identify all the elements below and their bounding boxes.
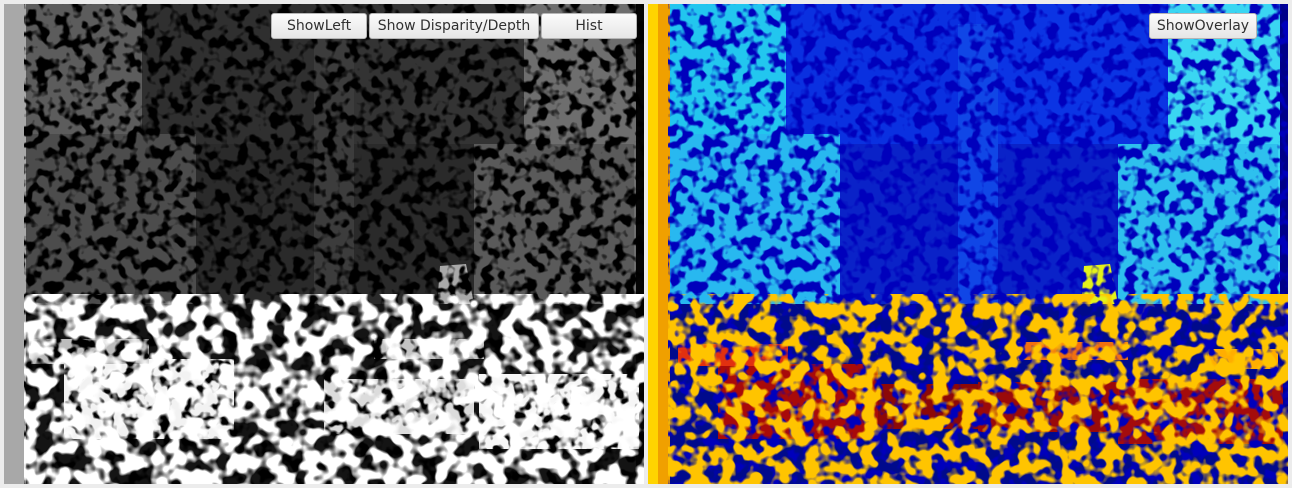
show-overlay-button[interactable]: ShowOverlay: [1149, 13, 1257, 39]
jet-colormap-depth-image: [648, 4, 1288, 484]
show-left-button[interactable]: ShowLeft: [271, 13, 367, 39]
hist-button[interactable]: Hist: [541, 13, 637, 39]
disparity-grayscale-view[interactable]: ShowLeft Show Disparity/Depth Hist: [4, 4, 644, 484]
depth-colormap-view[interactable]: ShowOverlay: [648, 4, 1288, 484]
grayscale-disparity-image: [4, 4, 644, 484]
show-disparity-depth-button[interactable]: Show Disparity/Depth: [369, 13, 539, 39]
